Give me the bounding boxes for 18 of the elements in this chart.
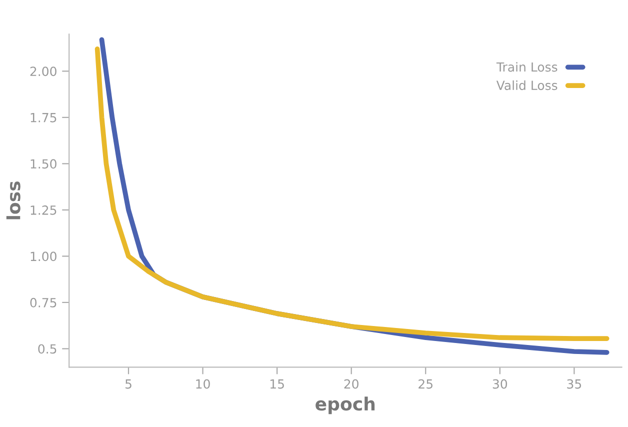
x-tick-label: 30 [492,379,508,389]
y-tick-label: 1.25 [30,205,56,215]
x-tick-label: 25 [418,379,432,389]
y-tick-label: 0.75 [30,298,56,308]
y-axis-title: loss [6,182,20,220]
x-tick-label: 20 [344,379,358,389]
x-tick-label: 35 [567,379,582,389]
y-tick-label: 0.5 [38,344,56,354]
y-tick-label: 2.00 [30,66,56,76]
legend-label: Train Loss [496,62,558,72]
x-axis-title: epoch [316,396,375,414]
x-tick-label: 15 [270,379,284,389]
y-tick-label: 1.00 [30,252,56,262]
x-tick-label: 10 [196,379,210,389]
y-tick-label: 1.75 [30,113,56,122]
y-tick-label: 1.50 [30,159,56,169]
legend-label: Valid Loss [496,80,558,90]
x-tick-label: 5 [125,379,132,389]
